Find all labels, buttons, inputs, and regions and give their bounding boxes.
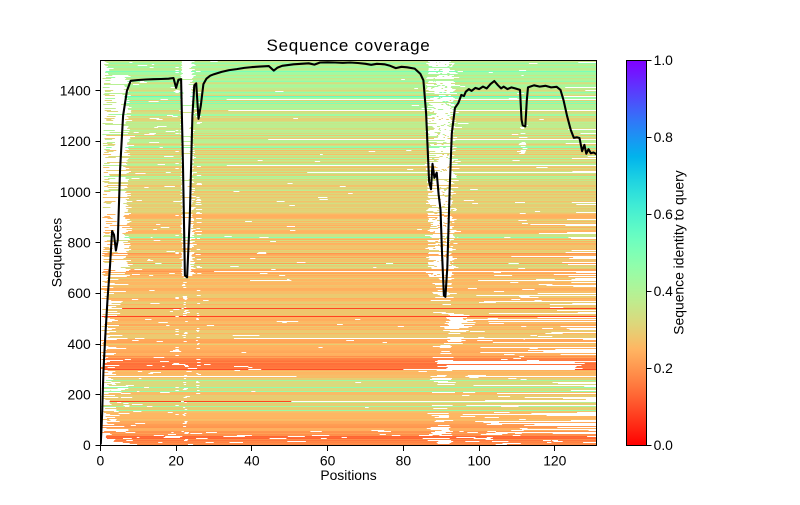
svg-text:60: 60 [320,453,336,469]
svg-text:200: 200 [68,386,91,402]
svg-text:0.6: 0.6 [654,206,674,222]
svg-text:1000: 1000 [60,184,91,200]
svg-text:600: 600 [68,285,91,301]
svg-text:0.2: 0.2 [654,360,674,376]
svg-text:1200: 1200 [60,133,91,149]
svg-text:0.4: 0.4 [654,283,674,299]
svg-text:80: 80 [396,453,412,469]
svg-text:1.0: 1.0 [654,52,674,68]
svg-text:20: 20 [168,453,184,469]
svg-text:Positions: Positions [320,467,376,483]
svg-text:100: 100 [468,453,491,469]
svg-text:0: 0 [83,437,91,453]
svg-text:0: 0 [97,453,105,469]
svg-text:1400: 1400 [60,83,91,99]
svg-text:Sequence identity to query: Sequence identity to query [671,170,687,335]
svg-text:800: 800 [68,235,91,251]
svg-text:400: 400 [68,336,91,352]
svg-text:Sequence coverage: Sequence coverage [267,36,431,55]
svg-text:40: 40 [244,453,260,469]
svg-text:Sequences: Sequences [49,218,65,288]
svg-text:0.0: 0.0 [654,437,674,453]
svg-text:0.8: 0.8 [654,129,674,145]
svg-text:120: 120 [543,453,566,469]
